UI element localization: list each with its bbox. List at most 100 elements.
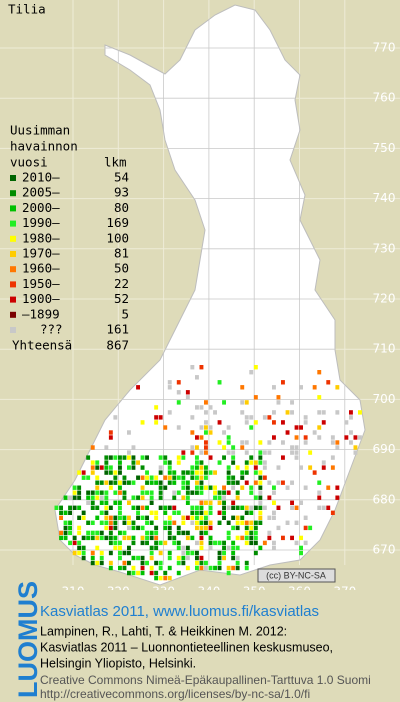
record-square (108, 515, 113, 520)
record-square (244, 505, 249, 510)
record-square (204, 565, 208, 571)
record-square (90, 490, 95, 495)
record-square (68, 520, 72, 525)
record-square (167, 520, 172, 525)
legend-label: 2005– (22, 185, 60, 200)
record-square (136, 505, 140, 510)
record-square (199, 510, 204, 515)
record-square (181, 475, 186, 480)
record-square (140, 565, 145, 571)
record-square (244, 560, 249, 566)
record-square (104, 460, 109, 465)
record-square (195, 490, 199, 495)
record-square (108, 540, 113, 546)
record-square (290, 450, 294, 455)
record-square (330, 440, 335, 445)
record-square (272, 540, 276, 546)
record-square (167, 410, 172, 415)
record-square (77, 525, 82, 531)
record-square (122, 515, 127, 520)
record-square (127, 525, 131, 531)
record-square (99, 530, 104, 536)
record-square (127, 545, 131, 551)
record-square (122, 495, 127, 500)
record-square (262, 475, 267, 480)
record-square (122, 535, 127, 541)
record-square (145, 530, 149, 536)
record-square (95, 480, 100, 485)
record-square (213, 470, 217, 475)
record-square (321, 505, 326, 510)
record-square (199, 525, 204, 531)
record-square (349, 440, 353, 445)
record-square (249, 455, 254, 460)
record-square (235, 545, 240, 551)
record-square (158, 495, 163, 500)
record-square (163, 485, 168, 490)
legend-count: 169 (106, 215, 129, 230)
record-square (281, 440, 285, 445)
record-square (127, 465, 131, 470)
record-square (344, 435, 349, 440)
record-square (222, 430, 226, 435)
record-square (158, 415, 163, 420)
record-square (199, 565, 204, 571)
record-square (127, 550, 131, 556)
record-square (204, 525, 208, 531)
record-square (176, 555, 181, 561)
record-square (181, 530, 186, 536)
record-square (68, 510, 72, 515)
record-square (249, 535, 254, 541)
record-square (122, 490, 127, 495)
record-square (95, 485, 100, 490)
badge-text: (cc) BY-NC-SA (266, 570, 326, 580)
record-square (145, 505, 149, 510)
record-square (217, 550, 222, 556)
record-square (303, 515, 308, 520)
record-square (176, 425, 181, 430)
record-square (208, 565, 213, 571)
record-square (240, 385, 245, 390)
record-square (90, 505, 95, 510)
record-square (90, 460, 95, 465)
record-square (231, 525, 236, 531)
record-square (90, 530, 95, 536)
record-square (253, 460, 258, 465)
record-square (222, 455, 226, 460)
record-square (190, 465, 195, 470)
record-square (158, 480, 163, 485)
record-square (190, 450, 195, 455)
record-square (113, 525, 118, 531)
record-square (104, 525, 109, 531)
record-square (253, 520, 258, 525)
legend-count: 80 (114, 200, 129, 215)
record-square (190, 550, 195, 556)
record-square (149, 475, 154, 480)
record-square (108, 455, 113, 460)
legend-swatch (10, 220, 16, 227)
record-square (204, 465, 208, 470)
record-square (127, 450, 131, 455)
record-square (195, 515, 199, 520)
record-square (81, 550, 86, 556)
record-square (204, 420, 208, 425)
record-square (136, 460, 140, 465)
record-square (172, 510, 177, 515)
record-square (176, 540, 181, 546)
record-square (217, 490, 222, 495)
record-square (167, 550, 172, 556)
record-square (190, 470, 195, 475)
record-square (267, 480, 272, 485)
record-square (59, 505, 63, 510)
record-square (240, 520, 245, 525)
record-square (204, 560, 208, 566)
record-square (149, 535, 154, 541)
record-square (217, 540, 222, 546)
record-square (68, 540, 72, 546)
record-square (176, 530, 181, 536)
record-square (154, 545, 159, 551)
record-square (190, 445, 195, 450)
record-square (108, 505, 113, 510)
legend-count: 81 (114, 246, 129, 261)
